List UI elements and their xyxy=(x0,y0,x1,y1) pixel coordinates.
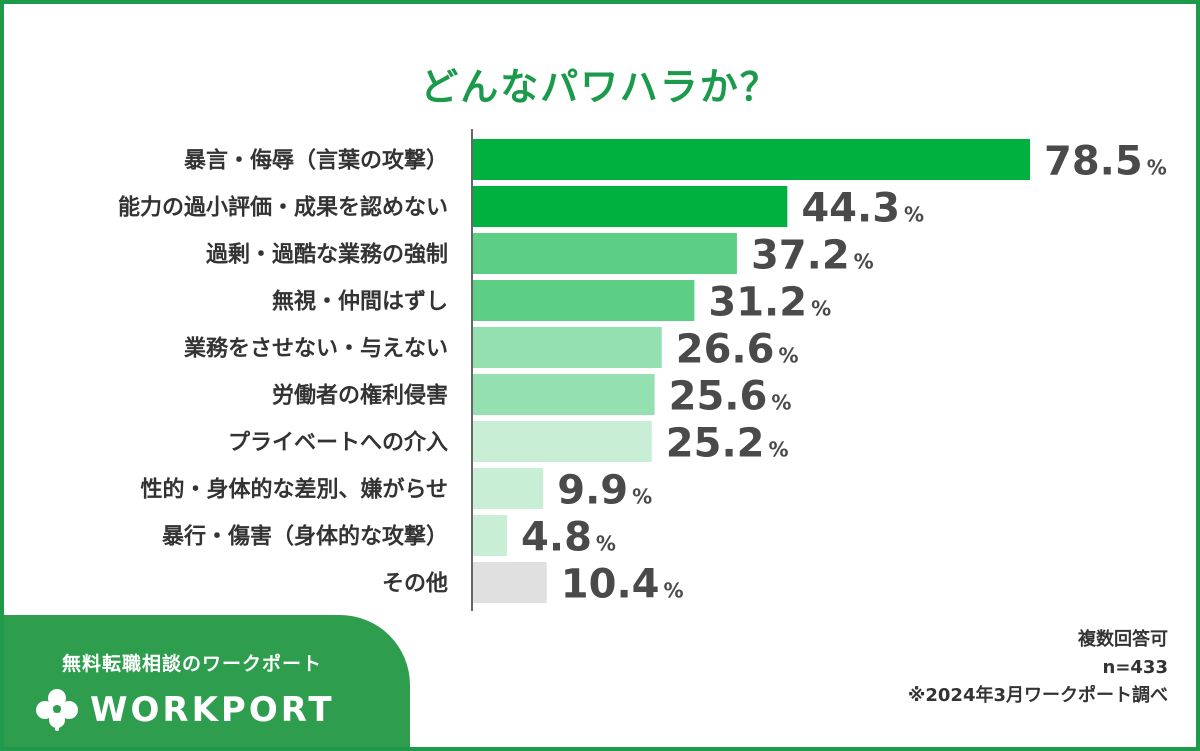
note-sample-size: n=433 xyxy=(1102,657,1168,678)
bar xyxy=(473,468,544,509)
category-label: その他 xyxy=(382,572,448,597)
bar xyxy=(473,515,508,556)
bar xyxy=(473,233,737,274)
category-label: 能力の過小評価・成果を認めない xyxy=(118,195,448,221)
bar xyxy=(473,280,695,321)
note-source: ※2024年3月ワークポート調べ xyxy=(907,685,1168,706)
value-label: 44.3% xyxy=(801,186,924,232)
bar xyxy=(473,139,1030,180)
category-label: 業務をさせない・与えない xyxy=(184,336,448,362)
bar xyxy=(473,186,788,227)
value-label: 25.2% xyxy=(666,421,789,467)
category-label: 暴行・傷害（身体的な攻撃） xyxy=(161,524,448,550)
value-label: 25.6% xyxy=(669,374,792,420)
chart-notes: 複数回答可 n=433 ※2024年3月ワークポート調べ xyxy=(908,626,1168,710)
brand-wordmark: WORKPORT xyxy=(90,690,335,730)
brand-logo: WORKPORT xyxy=(34,687,335,733)
value-label: 9.9% xyxy=(557,468,652,514)
category-label: プライベートへの介入 xyxy=(228,430,448,456)
bar xyxy=(473,421,652,462)
category-label: 労働者の権利侵害 xyxy=(272,383,448,409)
value-label: 31.2% xyxy=(708,280,831,326)
bar xyxy=(473,327,662,368)
category-label: 暴言・侮辱（言葉の攻撃） xyxy=(183,148,448,174)
brand-panel: 無料転職相談のワークポート WORKPORT xyxy=(4,615,410,747)
bar xyxy=(473,374,655,415)
bar xyxy=(473,562,547,603)
brand-tagline: 無料転職相談のワークポート xyxy=(62,653,323,675)
value-label: 26.6% xyxy=(676,327,799,373)
chart-title: どんなパワハラか？ xyxy=(420,65,780,109)
value-label: 78.5% xyxy=(1044,139,1167,185)
clover-icon xyxy=(36,689,78,731)
category-label: 過剰・過酷な業務の強制 xyxy=(206,242,448,268)
bar-chart: 暴言・侮辱（言葉の攻撃） 78.5 % 能力の過小評価・成果を認めない 44.3 % 過剰・… xyxy=(118,129,1167,611)
category-label: 無視・仲間はずし xyxy=(272,289,448,315)
value-label: 10.4% xyxy=(561,562,684,608)
value-label: 37.2% xyxy=(751,233,874,279)
category-label: 性的・身体的な差別、嫌がらせ xyxy=(140,477,448,503)
note-multiple-answers: 複数回答可 xyxy=(1078,629,1168,650)
value-label: 4.8% xyxy=(521,515,616,561)
